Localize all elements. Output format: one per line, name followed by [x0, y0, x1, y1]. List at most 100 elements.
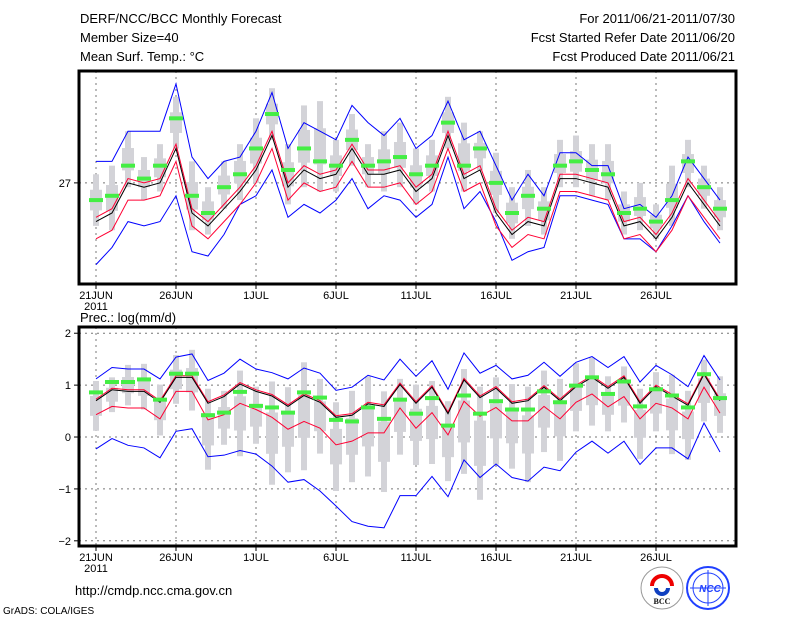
green-marker [473, 411, 487, 416]
x-tick-label: 16JUL [480, 552, 512, 564]
green-marker [345, 419, 359, 424]
green-marker [345, 137, 359, 142]
year-label: 2011 [84, 301, 108, 313]
green-marker [281, 167, 295, 172]
green-marker [361, 163, 375, 168]
range-box [378, 421, 390, 462]
green-marker [201, 211, 215, 215]
x-tick-label: 11JUL [401, 290, 432, 302]
x-tick-label: 6JUL [323, 552, 349, 564]
green-marker [121, 163, 135, 168]
green-marker [185, 371, 199, 376]
green-marker [217, 185, 231, 190]
green-marker [665, 393, 679, 398]
range-box [682, 411, 694, 440]
green-marker [329, 163, 343, 168]
green-marker [505, 407, 519, 412]
green-marker [601, 391, 615, 396]
range-box [554, 403, 566, 437]
green-marker [649, 387, 663, 392]
green-marker [249, 146, 263, 151]
green-marker [105, 380, 119, 385]
range-box [698, 378, 710, 403]
green-marker [313, 395, 327, 400]
green-marker [153, 163, 167, 168]
green-marker [409, 172, 423, 177]
range-box [186, 368, 198, 393]
x-tick-label: 16JUL [480, 290, 512, 302]
green-marker [633, 404, 647, 409]
green-marker [665, 198, 679, 203]
green-marker [201, 413, 215, 418]
green-marker [697, 372, 711, 377]
green-marker [361, 405, 375, 410]
ncc-logo: NCC [686, 566, 730, 610]
precip-chart-title: Prec.: log(mm/d) [80, 310, 176, 325]
green-marker [137, 377, 151, 382]
x-tick-label: 1JUL [243, 290, 269, 302]
green-marker [233, 172, 247, 177]
range-box [442, 425, 454, 458]
green-marker [265, 112, 279, 117]
range-box [490, 403, 502, 439]
range-box [90, 395, 102, 416]
produced-date: Fcst Produced Date 2011/06/21 [552, 49, 735, 64]
green-marker [441, 120, 455, 125]
green-marker [297, 146, 311, 151]
green-marker [393, 155, 407, 160]
green-marker [585, 167, 599, 172]
x-tick-label: 26JUL [640, 552, 672, 564]
green-marker [553, 400, 567, 405]
range-box [106, 185, 118, 211]
green-marker [153, 397, 167, 402]
x-tick-label: 21JUN [79, 552, 113, 564]
range-box [634, 197, 646, 217]
range-box [410, 165, 422, 188]
bcc-logo: BCC [640, 566, 684, 610]
range-box [218, 407, 230, 429]
x-tick-label: 21JUL [560, 290, 592, 302]
green-marker [537, 389, 551, 394]
green-marker [521, 407, 535, 412]
green-marker [249, 403, 263, 408]
green-marker [89, 390, 103, 395]
green-marker [697, 185, 711, 190]
green-marker [713, 396, 727, 401]
temperature-chart: 21JUN 26JUN 1JUL 6JUL 11JUL 16JUL 21JUL 26JUL 20… [59, 69, 738, 313]
red-lower-line [95, 147, 721, 253]
green-marker [489, 180, 503, 185]
range-box [218, 175, 230, 195]
range-box [634, 409, 646, 438]
red-lower-line [95, 386, 721, 446]
range-box [394, 401, 406, 432]
green-marker [409, 411, 423, 416]
range-box [234, 396, 246, 431]
green-marker [377, 159, 391, 164]
range-box [458, 400, 470, 443]
range-box [554, 154, 566, 173]
range-box [314, 128, 326, 165]
range-box [330, 428, 342, 465]
green-marker [121, 380, 135, 385]
x-tick-label: 26JUL [640, 290, 672, 302]
ensemble-mean-line [95, 373, 721, 418]
green-marker [233, 389, 247, 394]
range-box [570, 383, 582, 411]
precipitation-chart: 21JUN 26JUN 1JUL 6JUL 11JUL 16JUL 21JUL 26JUL20… [58, 325, 738, 575]
green-marker [713, 206, 727, 211]
green-marker [169, 116, 183, 121]
green-marker [137, 176, 151, 181]
green-marker [265, 405, 279, 410]
green-marker [329, 417, 343, 422]
range-box [522, 186, 534, 210]
green-marker [425, 396, 439, 401]
green-marker [601, 172, 615, 177]
start-date: Fcst Started Refer Date 2011/06/20 [531, 30, 735, 45]
ncc-logo-text: NCC [699, 584, 721, 595]
green-marker [569, 159, 583, 164]
green-marker [457, 393, 471, 398]
range-box [522, 415, 534, 454]
x-tick-label: 21JUL [560, 552, 592, 564]
range-box [250, 403, 262, 427]
green-marker [393, 397, 407, 402]
